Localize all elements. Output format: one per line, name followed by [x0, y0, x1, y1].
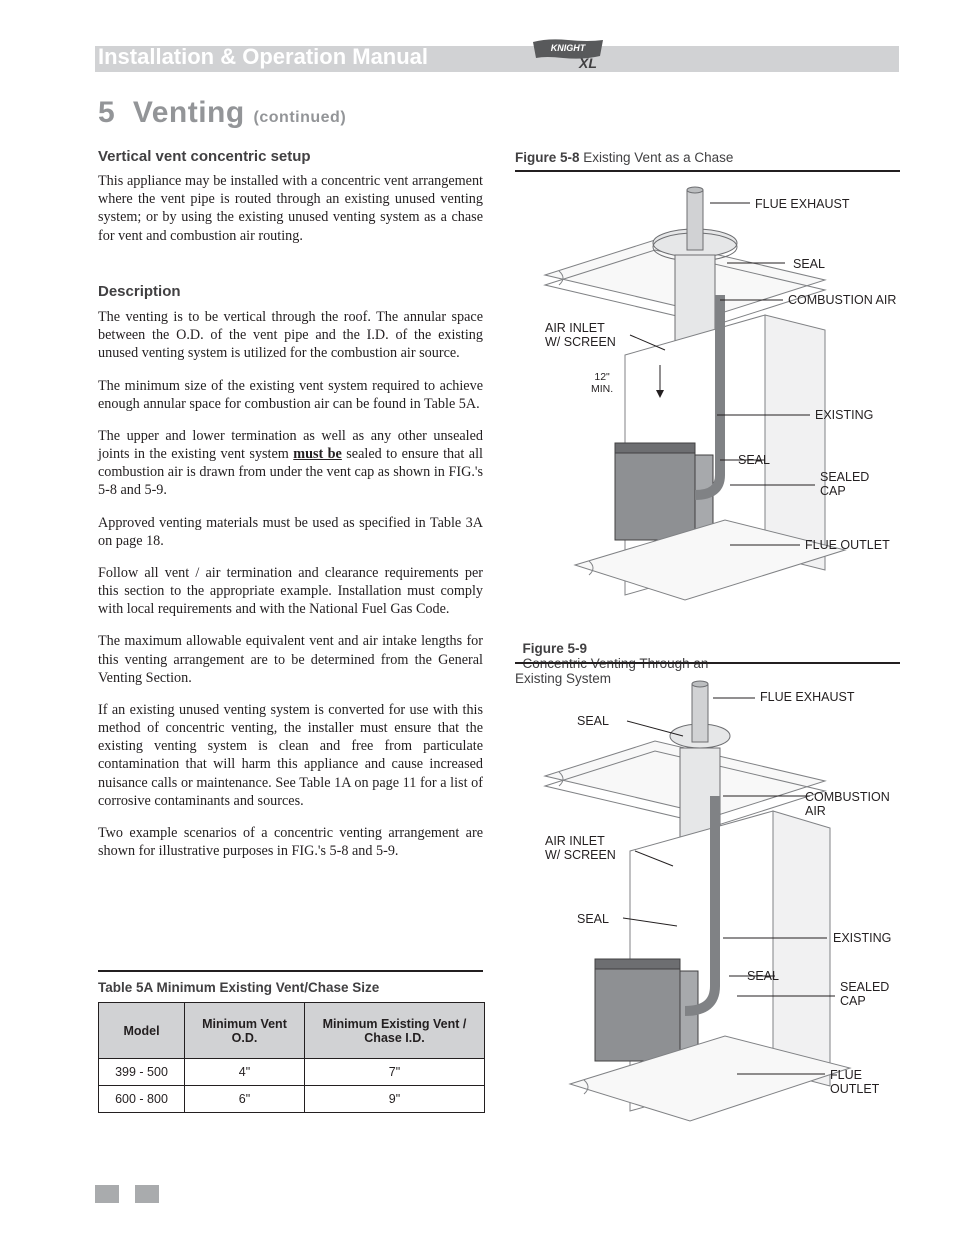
p4: The upper and lower termination as well … [98, 427, 483, 500]
fig58-rest: Existing Vent as a Chase [583, 150, 733, 165]
lbl-flue-outlet: FLUE OUTLET [805, 538, 890, 552]
page-number: 30 [119, 1185, 135, 1201]
p4b: must be [293, 446, 342, 462]
td: 9" [305, 1086, 485, 1113]
figure-5-8-diagram: FLUE EXHAUST SEAL COMBUSTION AIR AIR INL… [515, 185, 900, 605]
svg-text:XL: XL [578, 55, 597, 71]
lbl59-existing: EXISTING [833, 931, 891, 945]
td: 399 - 500 [99, 1059, 185, 1086]
td: 4" [185, 1059, 305, 1086]
p7: The maximum allowable equivalent vent an… [98, 632, 483, 687]
section-sub: (continued) [254, 109, 347, 126]
fig59-bold: Figure 5-9 [523, 641, 588, 656]
p9: Two example scenarios of a concentric ve… [98, 824, 483, 860]
lbl59-air-inlet: AIR INLET W/ SCREEN [545, 834, 616, 863]
table-header-row: Model Minimum Vent O.D. Minimum Existing… [99, 1003, 485, 1059]
figure-5-9-diagram: SEAL FLUE EXHAUST COMBUSTION AIR AIR INL… [515, 676, 900, 1136]
fig-5-8-title: Figure 5-8 Existing Vent as a Chase [515, 150, 733, 165]
lbl59-seal-low: SEAL [747, 969, 779, 983]
p6: Follow all vent / air termination and cl… [98, 564, 483, 619]
lbl-flue-exhaust: FLUE EXHAUST [755, 197, 849, 211]
table-rule [98, 970, 483, 972]
left-subtitle: Vertical vent concentric setup [98, 148, 311, 165]
svg-text:KNIGHT: KNIGHT [551, 43, 587, 53]
fig58-bold: Figure 5-8 [515, 150, 580, 165]
th-chase-id: Minimum Existing Vent / Chase I.D. [305, 1003, 485, 1059]
section-number: 5 [98, 96, 115, 129]
p8: If an existing unused venting system is … [98, 701, 483, 810]
lbl59-seal-mid: SEAL [577, 912, 609, 926]
p1: This appliance may be installed with a c… [98, 172, 483, 245]
body-block-2: The venting is to be vertical through th… [98, 308, 483, 874]
description-label: Description [98, 283, 181, 300]
p3: The minimum size of the existing vent sy… [98, 377, 483, 413]
lbl59-flue-ex: FLUE EXHAUST [760, 690, 854, 704]
lbl-seal-mid: SEAL [738, 453, 770, 467]
body-block-1: This appliance may be installed with a c… [98, 172, 483, 259]
td: 600 - 800 [99, 1086, 185, 1113]
fig59-rule [515, 662, 900, 664]
lbl-sealed-cap: SEALED CAP [820, 470, 869, 499]
th-vent-od: Minimum Vent O.D. [185, 1003, 305, 1059]
td: 7" [305, 1059, 485, 1086]
lbl59-flue-out: FLUE OUTLET [830, 1068, 900, 1097]
table-title: Table 5A Minimum Existing Vent/Chase Siz… [98, 980, 483, 995]
p5: Approved venting materials must be used … [98, 514, 483, 550]
lbl-12min: 12" MIN. [591, 371, 613, 395]
p2: The venting is to be vertical through th… [98, 308, 483, 363]
header-brand: Installation & Operation Manual [98, 44, 428, 70]
fig58-rule [515, 170, 900, 172]
table-row: 399 - 500 4" 7" [99, 1059, 485, 1086]
section-title-text: Venting [133, 96, 245, 129]
knight-xl-logo: KNIGHT XL [528, 36, 608, 74]
lbl-existing: EXISTING [815, 408, 873, 422]
lbl59-sealed-cap: SEALED CAP [840, 980, 889, 1009]
section-heading: 5 Venting (continued) [98, 96, 346, 130]
td: 6" [185, 1086, 305, 1113]
lbl59-seal-top: SEAL [577, 714, 609, 728]
lbl-seal-top: SEAL [793, 257, 825, 271]
table-row: 600 - 800 6" 9" [99, 1086, 485, 1113]
th-model: Model [99, 1003, 185, 1059]
lbl59-comb-air: COMBUSTION AIR [805, 790, 900, 819]
lbl-air-inlet: AIR INLET W/ SCREEN [545, 321, 616, 350]
table-5a: Model Minimum Vent O.D. Minimum Existing… [98, 1002, 485, 1113]
lbl-comb-air: COMBUSTION AIR [788, 293, 896, 307]
footer-page: 30 [95, 1185, 165, 1203]
